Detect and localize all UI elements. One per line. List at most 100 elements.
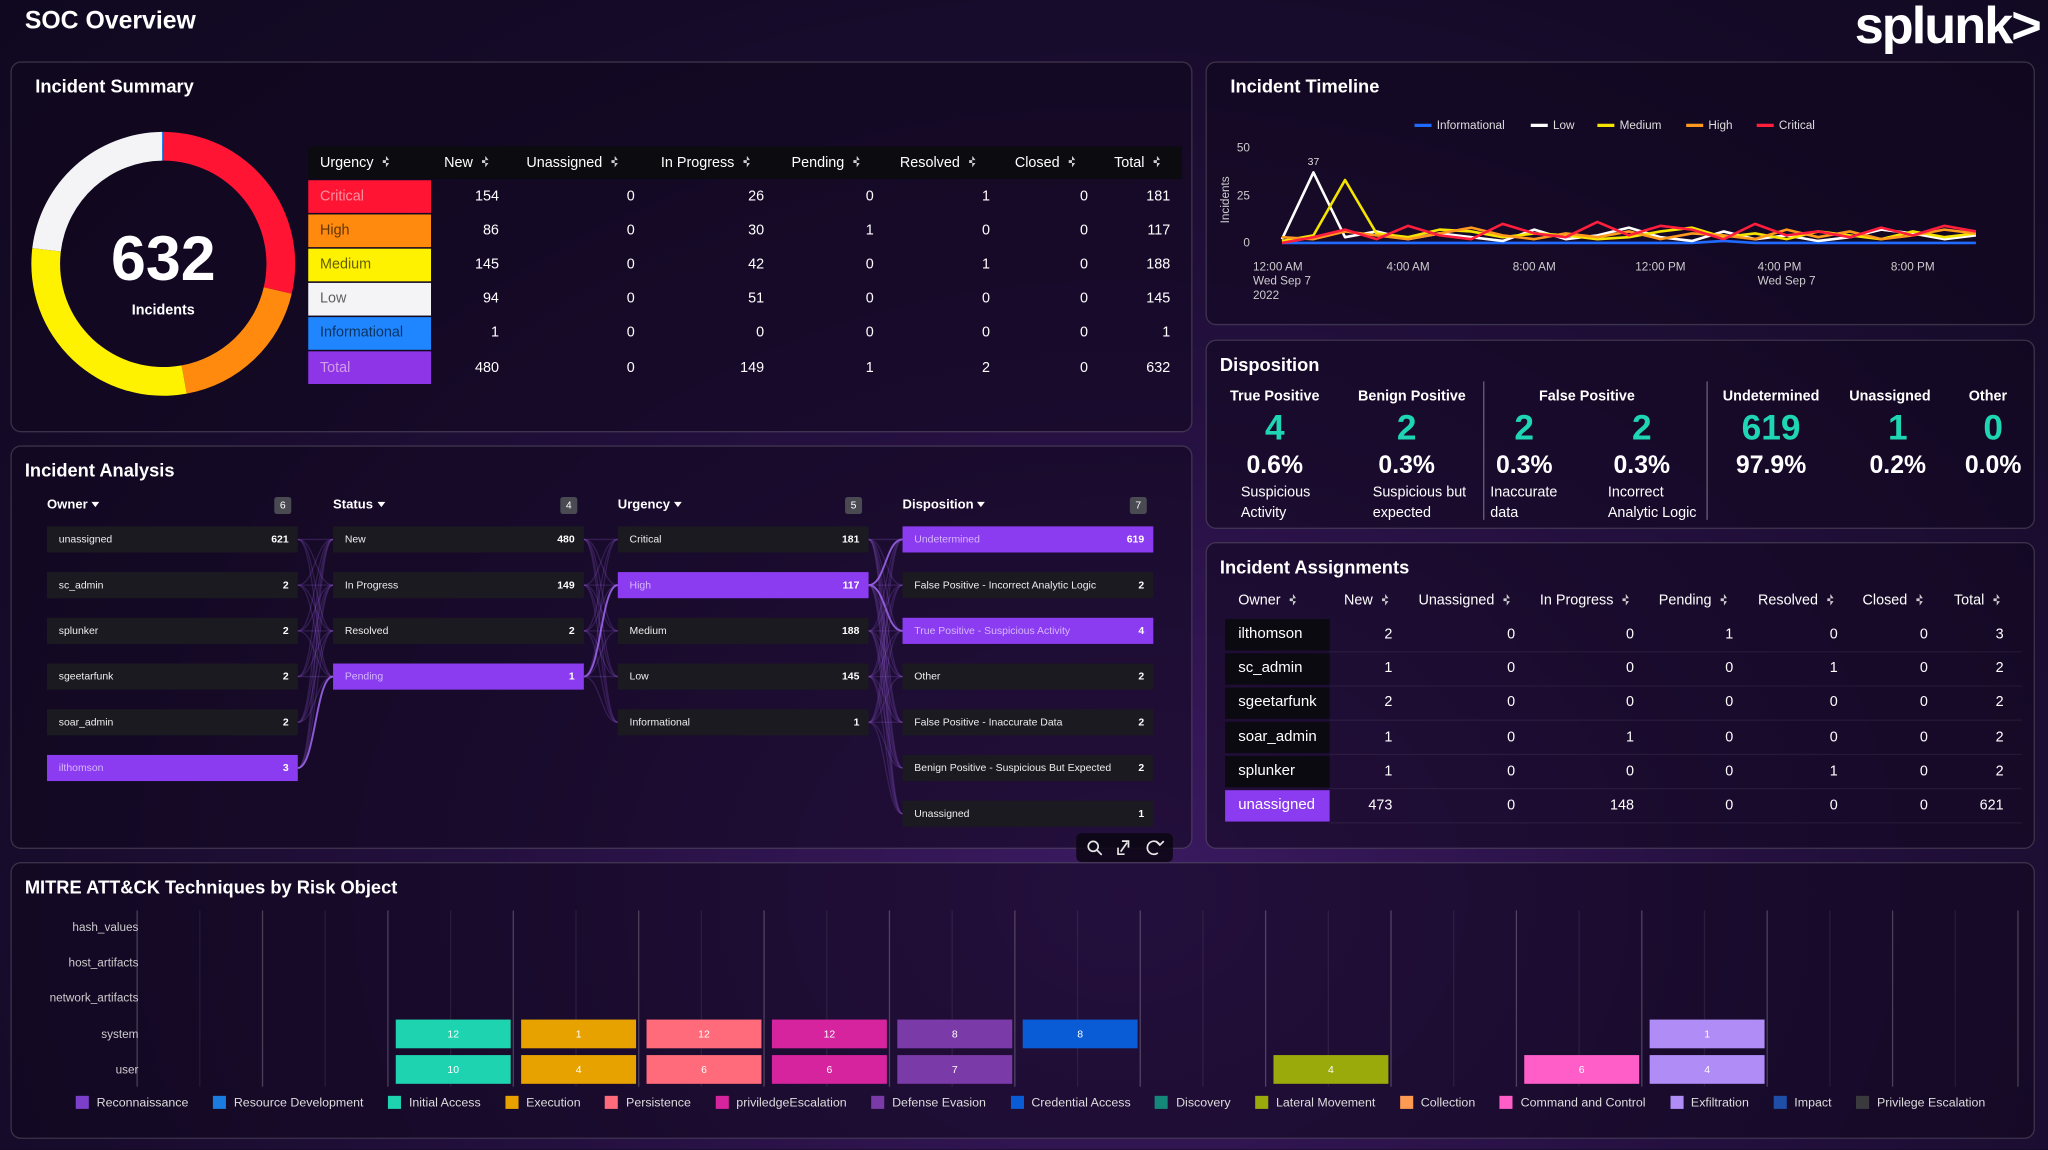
item-value: 621 [271, 533, 289, 546]
column-header[interactable]: Total [1954, 593, 2000, 610]
column-header[interactable]: Unassigned [1418, 593, 1510, 610]
logo[interactable]: splunk> [1854, 0, 2042, 55]
disposition-description: Suspicious but expected [1372, 484, 1467, 522]
owner-cell [1225, 790, 1330, 822]
flow-link [583, 538, 619, 632]
cell-label: 8 [951, 1027, 958, 1040]
y-tick-label: user [115, 1062, 139, 1076]
column-header[interactable]: Closed [1863, 593, 1923, 610]
flow-link [583, 584, 619, 678]
item-bar[interactable] [617, 572, 869, 599]
legend-label: Exfiltration [1690, 1095, 1749, 1110]
item-bar[interactable] [902, 800, 1154, 827]
item-bar[interactable] [47, 572, 298, 599]
cell-value: 0 [1625, 763, 1634, 780]
disposition-heading: True Positive [1230, 388, 1320, 405]
item-bar[interactable] [333, 663, 584, 690]
item-bar[interactable] [902, 572, 1154, 599]
legend-swatch [605, 1095, 619, 1109]
cell-value: 0 [865, 188, 874, 204]
item-bar[interactable] [47, 526, 298, 553]
item-bar[interactable] [902, 754, 1154, 782]
column-header[interactable]: Pending [1659, 593, 1727, 610]
disposition-description: Suspicious Activity [1240, 484, 1311, 522]
flow-link [297, 675, 334, 769]
donut-segment [161, 131, 164, 161]
legend-item[interactable]: Resource Development [212, 1095, 364, 1110]
item-value: 3 [282, 761, 289, 774]
item-bar[interactable] [47, 754, 298, 782]
column-header[interactable]: Owner [1238, 593, 1296, 610]
column-heading[interactable]: Status [333, 498, 385, 513]
refresh-icon[interactable] [1146, 840, 1165, 856]
legend-label[interactable]: Informational [1436, 118, 1505, 132]
y-tick-label: 25 [1236, 188, 1250, 202]
legend-item[interactable]: priviledgeEscalation [715, 1095, 847, 1110]
legend-item[interactable]: Initial Access [388, 1095, 481, 1110]
expand-icon[interactable] [1117, 840, 1130, 856]
flow-link [868, 538, 903, 632]
column-header[interactable]: Resolved [900, 154, 976, 171]
matrix-cell [771, 1055, 887, 1084]
flow-link [583, 630, 618, 678]
flow-link [297, 584, 334, 678]
column-header[interactable]: In Progress [661, 154, 750, 171]
legend-item[interactable]: Discovery [1155, 1095, 1231, 1110]
cell-value: 2 [982, 359, 991, 376]
column-header[interactable]: Unassigned [526, 154, 618, 171]
column-heading[interactable]: Owner [47, 498, 99, 513]
item-bar[interactable] [617, 663, 869, 690]
item-bar[interactable] [617, 617, 869, 644]
item-bar[interactable] [333, 572, 584, 599]
legend-item[interactable]: Lateral Movement [1255, 1095, 1375, 1110]
column-header[interactable]: New [1344, 593, 1388, 610]
legend-label[interactable]: Low [1552, 118, 1575, 132]
column-header[interactable]: New [444, 154, 488, 171]
cell-label: 6 [1578, 1063, 1585, 1076]
cell-label: 12 [447, 1027, 460, 1040]
column-header[interactable]: Resolved [1758, 593, 1834, 610]
column-header[interactable]: Total [1114, 154, 1160, 171]
item-bar[interactable] [617, 709, 869, 736]
column-header[interactable]: Pending [792, 154, 860, 171]
legend-item[interactable]: Reconnaissance [75, 1095, 188, 1110]
legend-item[interactable]: Persistence [605, 1095, 691, 1110]
item-bar[interactable] [47, 617, 298, 644]
item-label: Low [629, 670, 649, 683]
legend-item[interactable]: Collection [1399, 1095, 1475, 1110]
y-tick-label: hash_values [72, 920, 139, 934]
column-header[interactable]: Urgency [320, 154, 389, 171]
column-heading[interactable]: Urgency [618, 498, 682, 513]
cell-value: 0 [1625, 694, 1634, 711]
cell-value: 51 [748, 290, 765, 307]
column-header[interactable]: Closed [1015, 154, 1075, 171]
column-heading[interactable]: Disposition [903, 498, 986, 513]
legend-label[interactable]: Critical [1778, 118, 1815, 132]
legend-item[interactable]: Execution [505, 1095, 581, 1110]
search-icon[interactable] [1087, 840, 1103, 856]
legend-label[interactable]: Medium [1619, 118, 1662, 132]
legend-item[interactable]: Privilege Escalation [1856, 1095, 1985, 1110]
cell-value: 188 [1146, 256, 1171, 273]
item-bar[interactable] [902, 709, 1154, 736]
flow-link [868, 675, 903, 815]
item-bar[interactable] [333, 526, 584, 553]
legend-item[interactable]: Defense Evasion [871, 1095, 986, 1110]
item-value: 2 [282, 579, 289, 591]
legend-item[interactable]: Exfiltration [1670, 1095, 1749, 1110]
legend-item[interactable]: Command and Control [1499, 1095, 1646, 1110]
item-label: In Progress [344, 579, 399, 591]
item-bar[interactable] [333, 617, 584, 644]
legend-item[interactable]: Impact [1773, 1095, 1832, 1110]
item-bar[interactable] [47, 663, 298, 690]
item-bar[interactable] [47, 709, 298, 736]
column-header[interactable]: In Progress [1540, 593, 1629, 610]
legend-label[interactable]: High [1708, 118, 1733, 132]
cell-value: 30 [748, 222, 765, 239]
cell-value: 0 [865, 325, 874, 341]
legend-item[interactable]: Credential Access [1010, 1095, 1131, 1110]
item-bar[interactable] [902, 526, 1154, 553]
item-bar[interactable] [902, 617, 1154, 644]
item-bar[interactable] [617, 526, 869, 553]
item-bar[interactable] [902, 663, 1154, 690]
